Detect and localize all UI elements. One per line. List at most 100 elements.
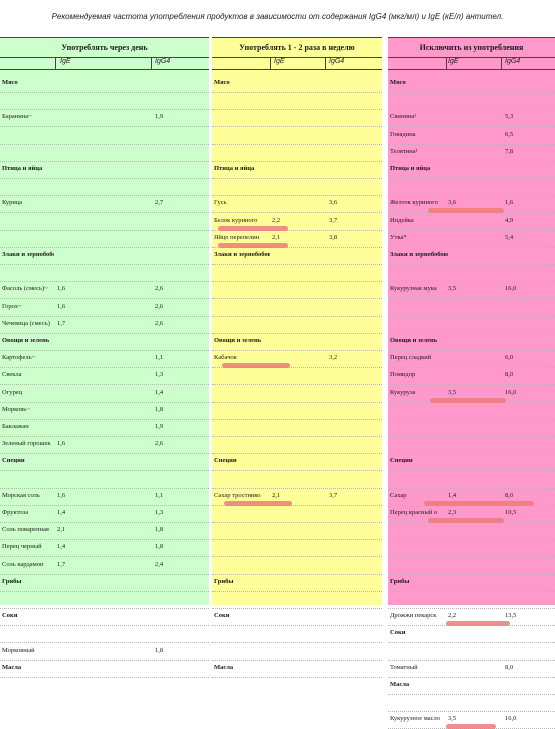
table-row: Свекла 1,3 [0,367,209,386]
table-row [212,591,382,609]
product-name: Грибы [214,577,234,585]
ige-value: 1,6 [57,491,66,499]
product-name: Специи [2,457,25,465]
column-subheader: IgE IgG4 [0,57,209,70]
product-name: Белок куриного [214,216,258,224]
table-row [212,385,382,403]
table-row: Индейка 4,9 [388,213,555,231]
column-every-other-day: Употреблять через день IgE IgG4 Мясо Бара… [0,37,209,678]
product-name: Морковный [2,646,35,654]
table-row [388,591,555,609]
product-name: Злаки и зернобобовые [214,251,270,258]
igg4-value: 4,9 [505,216,514,224]
ige-header: IgE [274,58,285,65]
table-row [388,471,555,489]
table-row: Курица 2,7 [0,195,209,214]
product-name: Перец красный о [390,509,438,516]
table-row [212,419,382,437]
igg4-value: 1,9 [155,113,164,121]
table-row [388,643,555,661]
igg4-value: 1,3 [155,371,164,379]
igg4-value: 8,0 [505,491,514,499]
table-row [212,281,382,300]
table-row: Помидор 8,0 [388,367,555,386]
table-row: Томатный 8,0 [388,660,555,678]
ige-value: 1,4 [57,543,66,551]
igg4-value: 1,3 [155,509,164,516]
table-row: Чечевица (смесь) 1,7 2,6 [0,316,209,334]
category-row: Специи [388,453,555,472]
table-row [212,522,382,541]
product-name: Говядина [390,130,416,138]
igg4-value: 13,5 [505,612,517,620]
highlight-marker [428,208,504,214]
column-subheader: IgE IgG4 [388,57,555,70]
table-row: Утка* 5,4 [388,230,555,248]
table-row [0,213,209,231]
table-row [212,144,382,162]
category-row: Злаки и зернобобовые [388,247,555,265]
table-row: Яйцо перепелин 2,1 3,8 [212,230,382,248]
category-row: Специи [0,453,209,472]
category-row: Масла [212,660,382,678]
product-name: Масла [2,663,22,671]
column-title: Исключить из употребления [388,37,555,58]
product-name: Грибы [390,577,410,585]
table-row [388,402,555,420]
igg4-value: 6,0 [505,354,514,362]
column-title: Употреблять через день [0,37,209,58]
category-row: Мясо [0,75,209,93]
product-name: Свинина¹ [390,113,417,121]
product-name: Фруктоза [2,509,29,516]
igg4-value: 5,4 [505,233,514,241]
product-name: Яйцо перепелин [214,233,260,241]
table-row: Кабачок 3,2 [212,350,382,369]
product-name: Морская соль [2,491,40,499]
igg4-value: 2,6 [155,319,164,327]
igg4-header: IgG4 [155,58,171,65]
category-row: Овощи и зелень [212,333,382,351]
product-name: Соль поваренная [2,526,49,534]
category-row: Соки [388,625,555,644]
table-row [388,419,555,437]
product-name: Гусь [214,199,227,207]
table-row: Перец сладкий 6,0 [388,350,555,369]
category-row: Грибы [212,574,382,592]
category-row: Специи [212,453,382,472]
igg4-value: 3,7 [329,491,338,499]
igg4-value: 10,5 [505,509,517,516]
table-row [212,557,382,575]
page-caption: Рекомендуемая частота употребления проду… [51,12,504,21]
product-name: Картофель~ [2,354,36,362]
ige-value: 3,5 [448,715,457,723]
table-row [388,436,555,455]
product-name: Свекла [2,371,22,379]
product-name: Овощи и зелень [390,337,438,344]
table-row [0,127,209,145]
highlight-marker [224,500,292,506]
table-row [388,299,555,317]
igg4-value: 8,0 [505,663,514,671]
table-row: Белок куриного 2,2 3,7 [212,213,382,231]
table-row [212,178,382,197]
table-row: Морковь~ 1,8 [0,402,209,420]
ige-value: 1,7 [57,560,66,568]
table-row: Баклажан 1,9 [0,419,209,437]
product-name: Злаки и зернобобовые [2,251,54,258]
igg4-value: 2,6 [155,302,164,310]
ige-value: 2,1 [272,233,281,241]
divider [151,57,152,69]
product-name: Соки [214,612,230,620]
product-name: Индейка [390,216,414,224]
igg4-value: 7,8 [505,147,514,155]
category-row: Овощи и зелень [0,333,209,351]
table-row [212,367,382,386]
highlight-marker [222,363,290,369]
highlight-marker [218,242,288,248]
highlight-marker [430,397,506,403]
ige-value: 2,2 [272,216,281,224]
table-row [0,471,209,489]
category-row: Грибы [388,574,555,592]
table-row: Огурец 1,4 [0,385,209,403]
table-row: Кукурузная мука 3,5 16,0 [388,281,555,300]
